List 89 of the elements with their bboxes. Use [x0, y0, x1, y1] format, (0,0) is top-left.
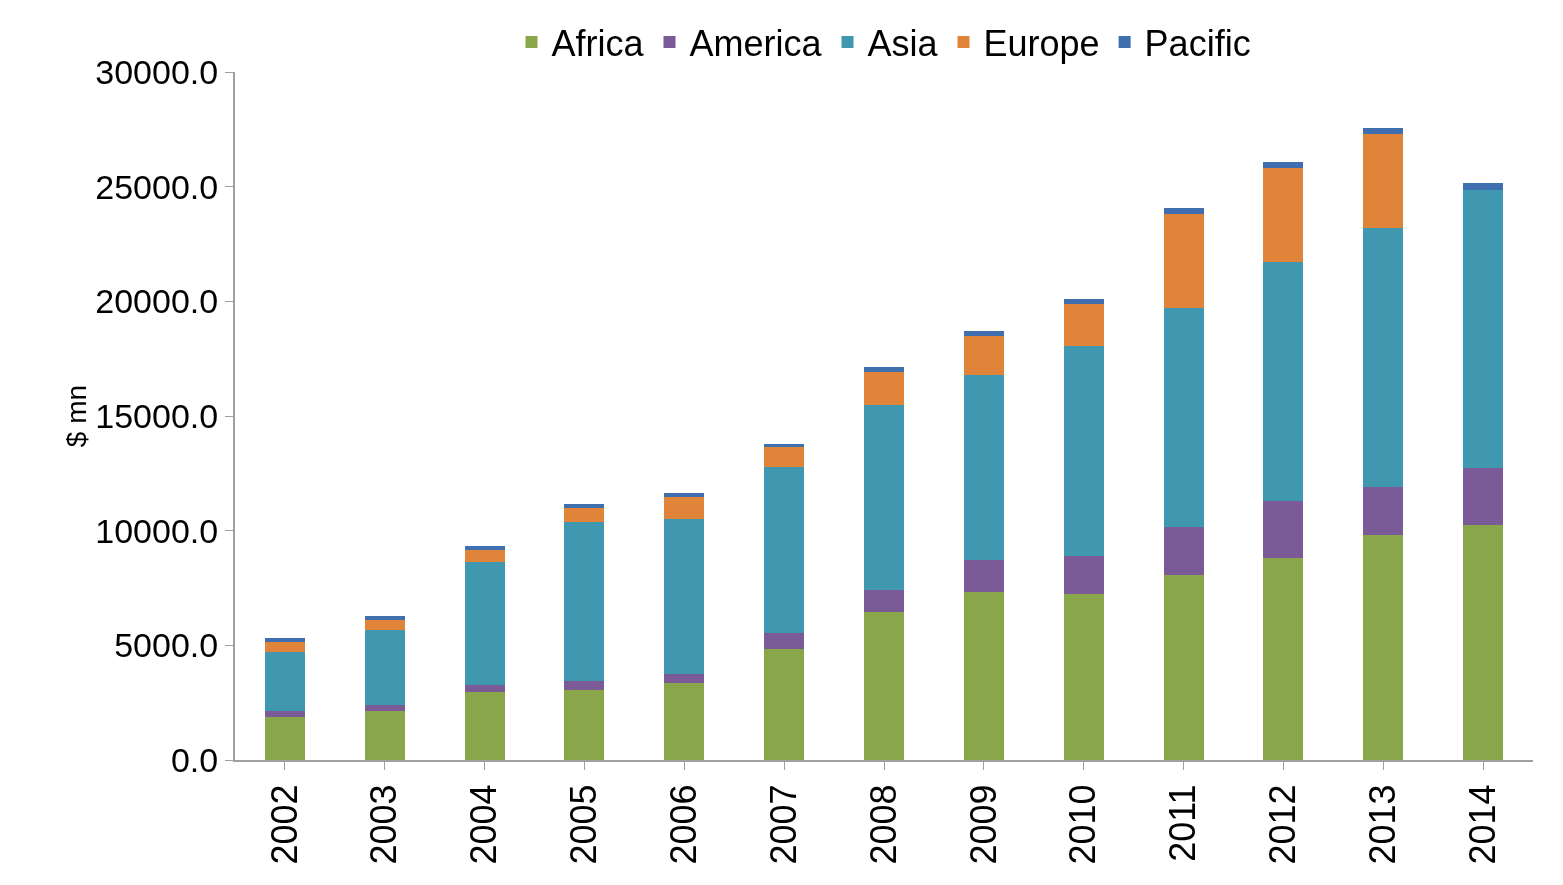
bar	[764, 447, 805, 468]
bar	[764, 467, 805, 633]
x-tick-label: 2006	[663, 784, 705, 865]
bar	[1363, 127, 1404, 134]
bar	[464, 685, 505, 692]
bar	[1463, 525, 1504, 760]
legend-label: Asia	[867, 22, 939, 64]
x-tick-label: 2010	[1062, 784, 1104, 865]
bar	[364, 629, 405, 705]
bar	[963, 375, 1004, 560]
bar	[564, 504, 605, 508]
bar	[1363, 535, 1404, 760]
bar	[664, 674, 705, 684]
bar	[564, 690, 605, 760]
bar	[1063, 299, 1104, 305]
bar	[264, 638, 305, 642]
bar	[664, 683, 705, 760]
bar	[364, 704, 405, 711]
x-tick-label: 2011	[1162, 784, 1204, 862]
bar	[1263, 168, 1304, 262]
y-tick-label: 10000.0	[95, 511, 219, 550]
bar	[1063, 304, 1104, 346]
bar	[864, 612, 904, 760]
y-tick-label: 30000.0	[95, 52, 219, 91]
x-tick-label: 2012	[1262, 784, 1304, 865]
bar	[564, 681, 605, 691]
bar	[264, 710, 305, 717]
bar	[1063, 345, 1104, 556]
bar	[564, 507, 605, 523]
bar	[264, 641, 305, 652]
bar	[1463, 468, 1504, 526]
bar	[864, 590, 904, 613]
legend-label: America	[689, 22, 823, 64]
bar	[1063, 594, 1104, 760]
y-axis-title: $ mn	[61, 384, 93, 448]
y-tick-label: 5000.0	[114, 626, 219, 665]
bar	[264, 716, 305, 760]
bar	[1163, 574, 1204, 760]
legend-label: Africa	[551, 22, 645, 64]
bar	[1163, 213, 1204, 309]
bar	[864, 367, 904, 373]
legend-label: Europe	[983, 22, 1100, 64]
y-tick-label: 20000.0	[95, 282, 219, 321]
bar	[963, 331, 1004, 336]
bar	[464, 546, 505, 550]
bar	[564, 522, 605, 682]
bar	[963, 559, 1004, 593]
y-tick-label: 15000.0	[95, 396, 219, 435]
bar	[1363, 486, 1404, 536]
bar	[1363, 133, 1404, 229]
bar	[1363, 228, 1404, 487]
x-tick-label: 2003	[363, 784, 405, 865]
bar	[864, 372, 904, 405]
bar	[1163, 527, 1204, 575]
bar	[963, 335, 1004, 376]
bar	[864, 404, 904, 591]
bar	[1263, 500, 1304, 558]
bar	[464, 549, 505, 562]
bar	[764, 648, 805, 760]
bar	[764, 632, 805, 649]
x-tick-label: 2002	[263, 784, 305, 865]
x-tick-label: 2007	[762, 784, 804, 865]
bar	[464, 691, 505, 760]
bar	[1263, 261, 1304, 501]
bar	[963, 592, 1004, 760]
bar	[1063, 555, 1104, 595]
bar	[664, 519, 705, 675]
x-tick-label: 2008	[862, 784, 904, 865]
bar	[1463, 183, 1504, 191]
x-tick-label: 2013	[1361, 784, 1403, 865]
bar	[1163, 207, 1204, 214]
bar	[1463, 190, 1504, 469]
bar	[264, 651, 305, 711]
y-tick-label: 25000.0	[95, 167, 219, 206]
bar	[464, 561, 505, 686]
bar	[364, 710, 405, 760]
bar	[664, 496, 705, 520]
y-tick-label: 0.0	[170, 740, 219, 779]
legend-label: Pacific	[1144, 22, 1251, 64]
x-tick-label: 2009	[962, 784, 1004, 865]
bar	[1163, 308, 1204, 528]
bar	[1263, 557, 1304, 760]
x-tick-label: 2005	[563, 784, 605, 865]
bar	[364, 616, 405, 620]
x-tick-label: 2004	[463, 784, 505, 865]
bar	[1263, 162, 1304, 169]
x-tick-label: 2014	[1461, 784, 1503, 865]
bar	[364, 619, 405, 630]
bar	[664, 493, 705, 497]
